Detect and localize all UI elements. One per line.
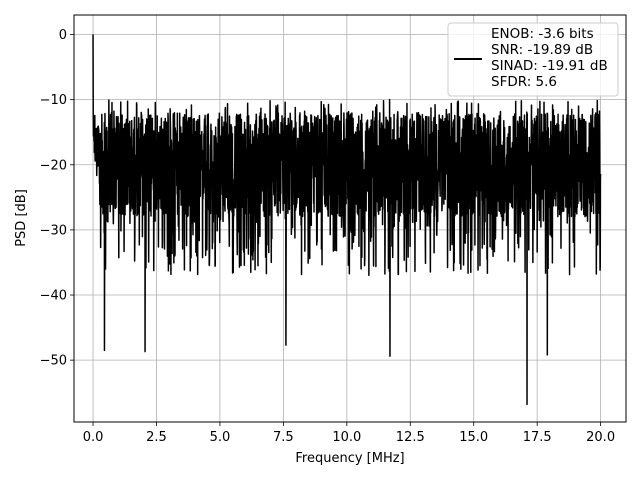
x-tick-label: 7.5 bbox=[273, 430, 294, 445]
y-tick-label: −20 bbox=[40, 158, 67, 173]
series-group bbox=[92, 34, 602, 406]
x-tick-label: 12.5 bbox=[396, 430, 425, 445]
plot-area bbox=[92, 34, 602, 406]
y-tick-label: 0 bbox=[59, 28, 67, 43]
legend: ENOB: -3.6 bits SNR: -19.89 dB SINAD: -1… bbox=[447, 22, 619, 97]
legend-line-sinad: SINAD: -19.91 dB bbox=[491, 58, 608, 74]
y-tick-label: −50 bbox=[40, 354, 67, 369]
legend-line-enob: ENOB: -3.6 bits bbox=[491, 26, 594, 42]
psd-series-line bbox=[92, 34, 602, 406]
x-tick-label: 10.0 bbox=[332, 430, 361, 445]
y-tick-label: −10 bbox=[40, 93, 67, 108]
x-tick-label: 2.5 bbox=[146, 430, 167, 445]
axes-frame bbox=[73, 14, 627, 423]
x-tick-label: 0.0 bbox=[83, 430, 104, 445]
x-axis-ticks: 0.0 2.5 5.0 7.5 10.0 12.5 15.0 17.5 20.0 bbox=[83, 422, 615, 445]
x-tick-label: 17.5 bbox=[523, 430, 552, 445]
legend-line-snr: SNR: -19.89 dB bbox=[491, 42, 593, 58]
y-axis-ticks: 0 −10 −20 −30 −40 −50 bbox=[40, 28, 74, 369]
y-axis-label: PSD [dB] bbox=[14, 189, 29, 247]
y-tick-label: −40 bbox=[40, 289, 67, 304]
x-tick-label: 20.0 bbox=[586, 430, 615, 445]
legend-box bbox=[447, 22, 619, 97]
x-tick-label: 15.0 bbox=[459, 430, 488, 445]
y-tick-label: −30 bbox=[40, 223, 67, 238]
x-axis-label: Frequency [MHz] bbox=[295, 451, 404, 466]
legend-line-sfdr: SFDR: 5.6 bbox=[491, 74, 557, 90]
x-tick-label: 5.0 bbox=[210, 430, 231, 445]
